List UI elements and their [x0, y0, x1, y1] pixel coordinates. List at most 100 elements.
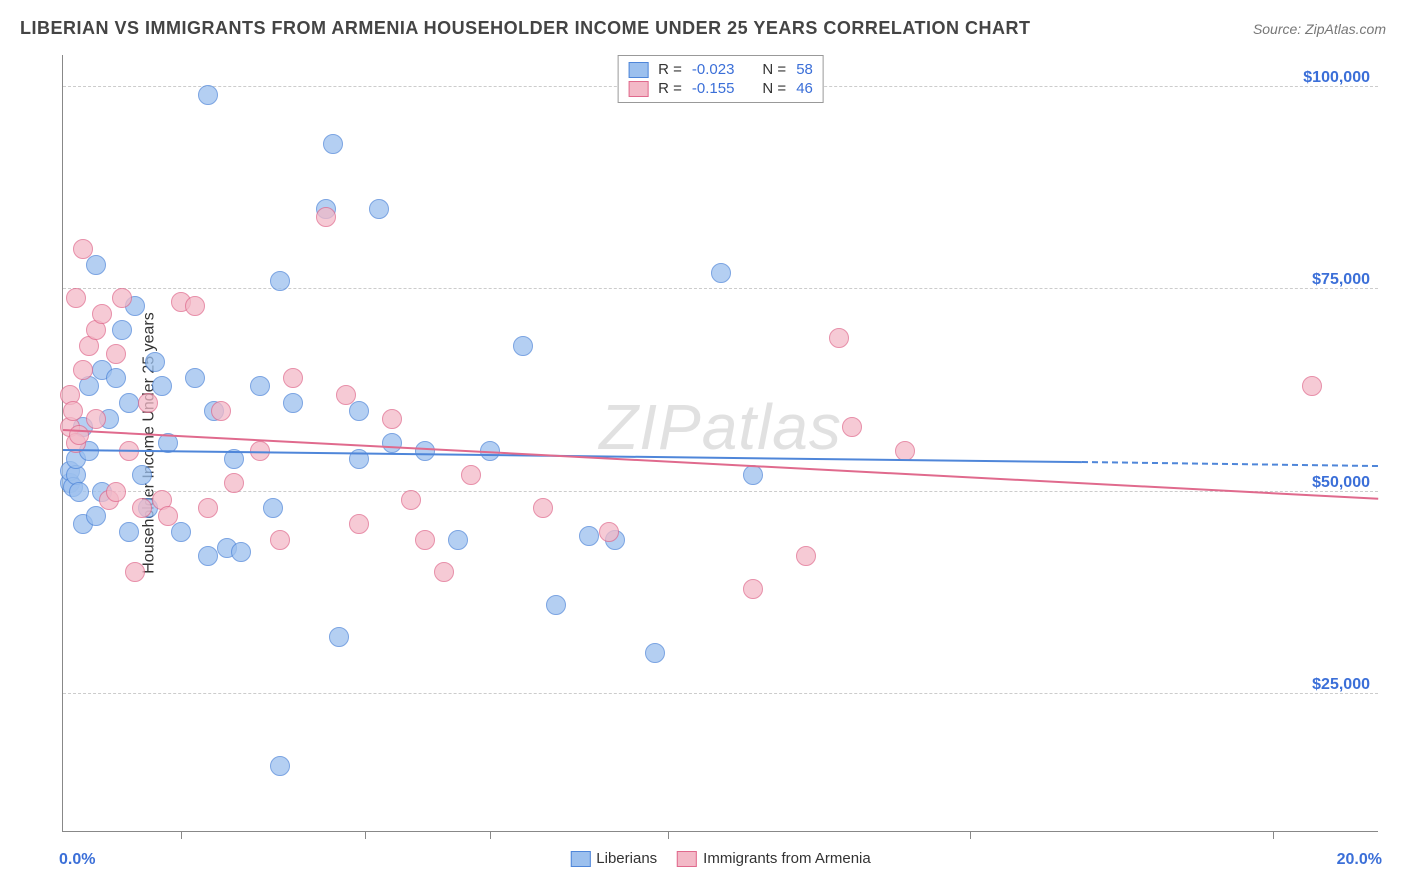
r-label: R =	[658, 61, 682, 78]
scatter-plot-area: Householder Income Under 25 years ZIPatl…	[62, 55, 1378, 832]
x-tick	[970, 831, 971, 839]
data-point	[645, 643, 665, 663]
n-label: N =	[762, 80, 786, 97]
data-point	[336, 385, 356, 405]
data-point	[513, 336, 533, 356]
data-point	[349, 401, 369, 421]
legend-label: Liberians	[596, 850, 657, 867]
gridline	[63, 491, 1378, 492]
data-point	[434, 562, 454, 582]
data-point	[112, 320, 132, 340]
data-point	[73, 239, 93, 259]
data-point	[106, 344, 126, 364]
x-tick	[490, 831, 491, 839]
data-point	[86, 409, 106, 429]
data-point	[138, 393, 158, 413]
chart-title: LIBERIAN VS IMMIGRANTS FROM ARMENIA HOUS…	[20, 18, 1031, 39]
data-point	[73, 360, 93, 380]
data-point	[415, 530, 435, 550]
data-point	[349, 514, 369, 534]
data-point	[316, 207, 336, 227]
data-point	[132, 465, 152, 485]
data-point	[69, 482, 89, 502]
data-point	[92, 304, 112, 324]
r-value: -0.023	[692, 61, 735, 78]
legend-swatch	[628, 81, 648, 97]
legend-label: Immigrants from Armenia	[703, 850, 871, 867]
data-point	[185, 296, 205, 316]
data-point	[106, 368, 126, 388]
n-value: 46	[796, 80, 813, 97]
y-tick-label: $75,000	[1312, 271, 1370, 289]
data-point	[270, 271, 290, 291]
source-attribution: Source: ZipAtlas.com	[1253, 21, 1386, 37]
data-point	[842, 417, 862, 437]
data-point	[323, 134, 343, 154]
y-tick-label: $50,000	[1312, 474, 1370, 492]
data-point	[461, 465, 481, 485]
trend-line	[1082, 461, 1378, 467]
chart-header: LIBERIAN VS IMMIGRANTS FROM ARMENIA HOUS…	[20, 18, 1386, 39]
x-tick	[181, 831, 182, 839]
data-point	[152, 376, 172, 396]
x-tick	[365, 831, 366, 839]
data-point	[401, 490, 421, 510]
data-point	[329, 627, 349, 647]
data-point	[546, 595, 566, 615]
data-point	[158, 506, 178, 526]
data-point	[66, 288, 86, 308]
data-point	[86, 255, 106, 275]
data-point	[171, 522, 191, 542]
gridline	[63, 693, 1378, 694]
legend-item: Liberians	[570, 850, 657, 867]
legend-swatch	[628, 62, 648, 78]
data-point	[250, 376, 270, 396]
y-tick-label: $25,000	[1312, 676, 1370, 694]
data-point	[1302, 376, 1322, 396]
data-point	[599, 522, 619, 542]
n-label: N =	[762, 61, 786, 78]
data-point	[86, 506, 106, 526]
data-point	[119, 522, 139, 542]
data-point	[415, 441, 435, 461]
data-point	[198, 546, 218, 566]
data-point	[263, 498, 283, 518]
n-value: 58	[796, 61, 813, 78]
legend-swatch	[570, 851, 590, 867]
data-point	[119, 393, 139, 413]
data-point	[145, 352, 165, 372]
legend-item: Immigrants from Armenia	[677, 850, 871, 867]
gridline	[63, 288, 1378, 289]
correlation-stats-legend: R = -0.023 N = 58 R = -0.155 N = 46	[617, 55, 824, 103]
data-point	[198, 85, 218, 105]
data-point	[185, 368, 205, 388]
data-point	[198, 498, 218, 518]
data-point	[448, 530, 468, 550]
y-tick-label: $100,000	[1303, 69, 1370, 87]
stats-row: R = -0.023 N = 58	[628, 60, 813, 79]
data-point	[69, 425, 89, 445]
data-point	[112, 288, 132, 308]
data-point	[283, 368, 303, 388]
data-point	[106, 482, 126, 502]
data-point	[63, 401, 83, 421]
data-point	[743, 465, 763, 485]
stats-row: R = -0.155 N = 46	[628, 79, 813, 98]
data-point	[270, 756, 290, 776]
x-axis-min-label: 0.0%	[59, 851, 95, 869]
r-label: R =	[658, 80, 682, 97]
data-point	[382, 409, 402, 429]
legend-swatch	[677, 851, 697, 867]
data-point	[125, 562, 145, 582]
x-axis-max-label: 20.0%	[1337, 851, 1382, 869]
data-point	[829, 328, 849, 348]
data-point	[270, 530, 290, 550]
data-point	[579, 526, 599, 546]
data-point	[533, 498, 553, 518]
r-value: -0.155	[692, 80, 735, 97]
data-point	[711, 263, 731, 283]
data-point	[132, 498, 152, 518]
data-point	[369, 199, 389, 219]
data-point	[743, 579, 763, 599]
watermark: ZIPatlas	[599, 390, 842, 464]
